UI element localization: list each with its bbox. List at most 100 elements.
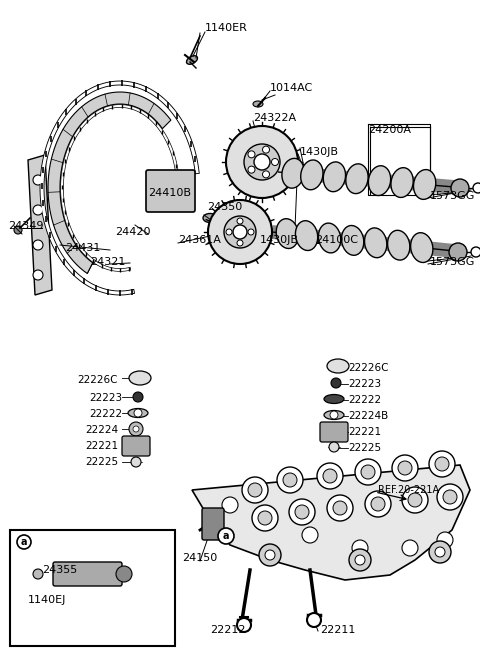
Text: 22211: 22211 [320,625,355,635]
Text: 22223: 22223 [348,379,381,389]
Text: 1140EJ: 1140EJ [28,595,66,605]
Ellipse shape [318,223,341,253]
Circle shape [248,151,255,158]
Circle shape [408,493,422,507]
Circle shape [254,154,270,170]
Circle shape [263,146,269,153]
Circle shape [398,461,412,475]
Circle shape [435,457,449,471]
Text: 24321: 24321 [90,257,125,267]
Text: 22221: 22221 [348,427,381,437]
Text: 1140ER: 1140ER [205,23,248,33]
Text: 22222: 22222 [348,395,381,405]
Circle shape [252,505,278,531]
Text: 1014AC: 1014AC [270,83,313,93]
Text: 24361A: 24361A [178,235,221,245]
Text: 1430JB: 1430JB [260,235,299,245]
Ellipse shape [203,213,217,222]
Circle shape [429,451,455,477]
Text: 22226C: 22226C [77,375,118,385]
Text: 24150: 24150 [182,553,217,563]
Text: 22224B: 22224B [348,411,388,421]
Circle shape [352,540,368,556]
Ellipse shape [368,166,391,195]
Circle shape [226,229,232,235]
Circle shape [263,171,269,178]
Circle shape [435,547,445,557]
Circle shape [437,532,453,548]
Text: 22224: 22224 [85,425,118,435]
FancyBboxPatch shape [202,508,224,540]
Ellipse shape [327,359,349,373]
Bar [10,530,175,646]
Circle shape [116,566,132,582]
Ellipse shape [346,164,368,194]
Circle shape [129,422,143,436]
Circle shape [244,144,280,180]
Ellipse shape [128,409,148,417]
Circle shape [402,540,418,556]
Circle shape [307,613,321,627]
Ellipse shape [324,394,344,403]
Circle shape [283,473,297,487]
Text: 22222: 22222 [89,409,122,419]
Circle shape [449,243,467,261]
Circle shape [222,497,238,513]
Circle shape [451,179,469,197]
Circle shape [265,550,275,560]
Circle shape [437,484,463,510]
Text: 22225: 22225 [85,457,118,467]
Text: 22223: 22223 [89,393,122,403]
Circle shape [237,618,251,632]
Text: 24322A: 24322A [253,113,296,123]
Text: 22225: 22225 [348,443,381,453]
Circle shape [471,247,480,257]
FancyBboxPatch shape [320,422,348,442]
Circle shape [33,240,43,250]
Text: a: a [21,537,27,547]
Text: REF.20-221A: REF.20-221A [378,485,439,495]
Circle shape [333,501,347,515]
Ellipse shape [391,168,413,197]
Ellipse shape [364,228,387,258]
Circle shape [17,535,31,549]
Circle shape [248,166,255,173]
Circle shape [33,569,43,579]
Ellipse shape [300,160,323,190]
Circle shape [392,455,418,481]
Circle shape [317,463,343,489]
Circle shape [208,200,272,264]
Circle shape [371,497,385,511]
Text: 24350: 24350 [207,202,242,212]
Circle shape [272,159,278,165]
Ellipse shape [282,158,304,188]
Circle shape [429,541,451,563]
Circle shape [361,465,375,479]
Text: 24349: 24349 [8,221,44,231]
Circle shape [33,175,43,185]
Circle shape [277,467,303,493]
FancyBboxPatch shape [122,436,150,456]
Text: 24100C: 24100C [315,235,358,245]
Circle shape [355,555,365,565]
FancyBboxPatch shape [53,562,122,586]
Ellipse shape [187,56,197,64]
Circle shape [355,459,381,485]
Circle shape [237,240,243,246]
Circle shape [133,426,139,432]
Circle shape [258,511,272,525]
Circle shape [349,549,371,571]
Circle shape [233,225,247,239]
Text: 1573GG: 1573GG [430,257,475,267]
Circle shape [242,477,268,503]
FancyBboxPatch shape [146,170,195,212]
Circle shape [330,411,338,419]
Circle shape [133,392,143,402]
Circle shape [33,270,43,280]
Text: 22226C: 22226C [348,363,388,373]
Circle shape [248,483,262,497]
Polygon shape [48,92,171,274]
Text: a: a [223,531,229,541]
Circle shape [131,457,141,467]
Ellipse shape [387,230,410,260]
